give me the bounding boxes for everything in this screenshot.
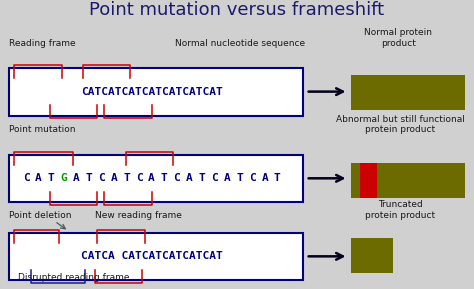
Text: C: C xyxy=(98,173,105,183)
Text: T: T xyxy=(85,173,92,183)
FancyBboxPatch shape xyxy=(351,163,465,198)
Text: Point mutation: Point mutation xyxy=(9,125,76,134)
Text: A: A xyxy=(148,173,155,183)
FancyBboxPatch shape xyxy=(9,233,303,280)
Text: T: T xyxy=(48,173,55,183)
Text: C: C xyxy=(23,173,29,183)
FancyBboxPatch shape xyxy=(351,75,465,110)
Text: T: T xyxy=(123,173,130,183)
Text: G: G xyxy=(60,173,67,183)
Text: Point deletion: Point deletion xyxy=(9,211,72,220)
Text: C: C xyxy=(173,173,180,183)
Text: Truncated
protein product: Truncated protein product xyxy=(365,200,436,220)
FancyBboxPatch shape xyxy=(351,238,393,273)
Text: A: A xyxy=(261,173,268,183)
FancyBboxPatch shape xyxy=(360,163,377,198)
Text: A: A xyxy=(110,173,118,183)
Text: C: C xyxy=(211,173,218,183)
FancyBboxPatch shape xyxy=(9,155,303,202)
Text: A: A xyxy=(35,173,42,183)
Text: Abnormal but still functional
protein product: Abnormal but still functional protein pr… xyxy=(336,115,465,134)
FancyBboxPatch shape xyxy=(9,68,303,116)
Text: C: C xyxy=(136,173,143,183)
Text: T: T xyxy=(199,173,205,183)
Text: C: C xyxy=(249,173,255,183)
Text: T: T xyxy=(236,173,243,183)
Text: T: T xyxy=(161,173,168,183)
Text: Point mutation versus frameshift: Point mutation versus frameshift xyxy=(90,1,384,19)
Text: A: A xyxy=(186,173,193,183)
Text: Disrupted reading frame: Disrupted reading frame xyxy=(18,273,129,282)
Text: A: A xyxy=(224,173,230,183)
Text: CATCATCATCATCATCATCAT: CATCATCATCATCATCATCAT xyxy=(81,87,223,97)
Text: T: T xyxy=(274,173,281,183)
Text: New reading frame: New reading frame xyxy=(95,211,182,220)
Text: CATCA CATCATCATCATCAT: CATCA CATCATCATCATCAT xyxy=(81,251,223,261)
Text: Reading frame: Reading frame xyxy=(9,39,76,48)
Text: A: A xyxy=(73,173,80,183)
Text: Normal nucleotide sequence: Normal nucleotide sequence xyxy=(175,39,306,48)
Text: Normal protein
product: Normal protein product xyxy=(364,28,432,48)
